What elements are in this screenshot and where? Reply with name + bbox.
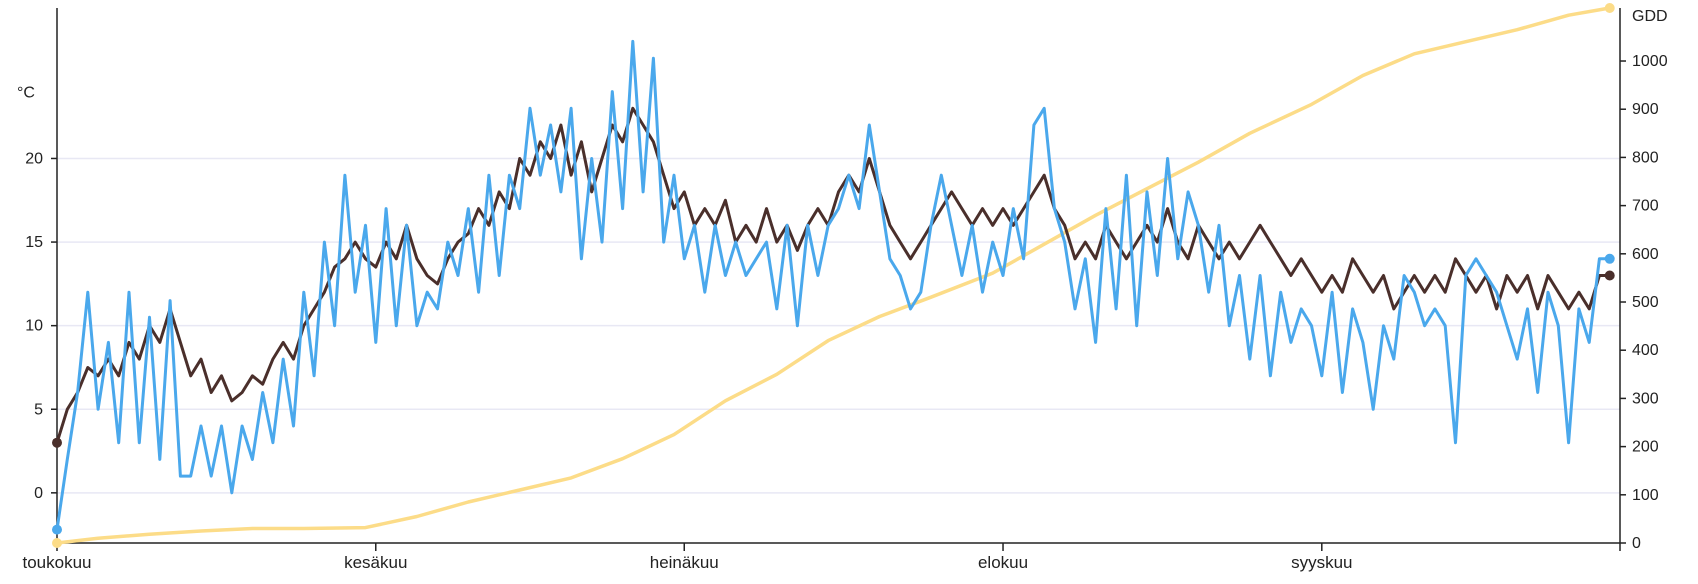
right-tick-label: 800 <box>1632 149 1659 166</box>
axes <box>51 8 1626 551</box>
left-tick-label: 0 <box>34 485 43 502</box>
series-start-point-gdd <box>52 538 62 548</box>
series-start-point-air_temp <box>52 524 62 535</box>
right-tick-label: 400 <box>1632 342 1659 359</box>
series-line-mean_temp <box>55 106 1612 445</box>
axis-labels: 0 5 10 15 20 °C 0 100 200 300 400 500 600 700 800 900 10… <box>17 8 1668 572</box>
right-tick-label: 700 <box>1632 198 1659 215</box>
right-tick-label: 100 <box>1632 487 1659 504</box>
right-tick-label: 900 <box>1632 101 1659 118</box>
series-layer <box>52 3 1615 548</box>
right-tick-label: 600 <box>1632 246 1659 263</box>
left-axis-unit: °C <box>17 85 35 102</box>
x-tick-label: kesäkuu <box>344 553 407 572</box>
left-tick-label: 5 <box>34 401 43 418</box>
right-tick-label: 300 <box>1632 390 1659 407</box>
right-tick-label: 500 <box>1632 294 1659 311</box>
x-tick-label: heinäkuu <box>650 553 719 572</box>
series-end-point-gdd <box>1604 3 1615 13</box>
series-end-point-air_temp <box>1604 253 1615 264</box>
left-tick-label: 10 <box>25 318 43 335</box>
x-tick-label: syyskuu <box>1291 553 1352 572</box>
left-tick-label: 20 <box>25 150 43 167</box>
right-tick-label: 1000 <box>1632 53 1668 70</box>
x-tick-label: toukokuu <box>23 553 92 572</box>
x-tick-label: elokuu <box>978 553 1028 572</box>
right-tick-label: 200 <box>1632 439 1659 456</box>
series-line-gdd <box>55 6 1612 545</box>
left-tick-label: 15 <box>25 234 43 251</box>
right-axis-unit: GDD <box>1632 8 1668 25</box>
right-tick-label: 0 <box>1632 535 1641 552</box>
series-line-air_temp <box>55 39 1612 532</box>
series-start-point-mean_temp <box>52 437 62 448</box>
series-end-point-mean_temp <box>1604 270 1615 281</box>
